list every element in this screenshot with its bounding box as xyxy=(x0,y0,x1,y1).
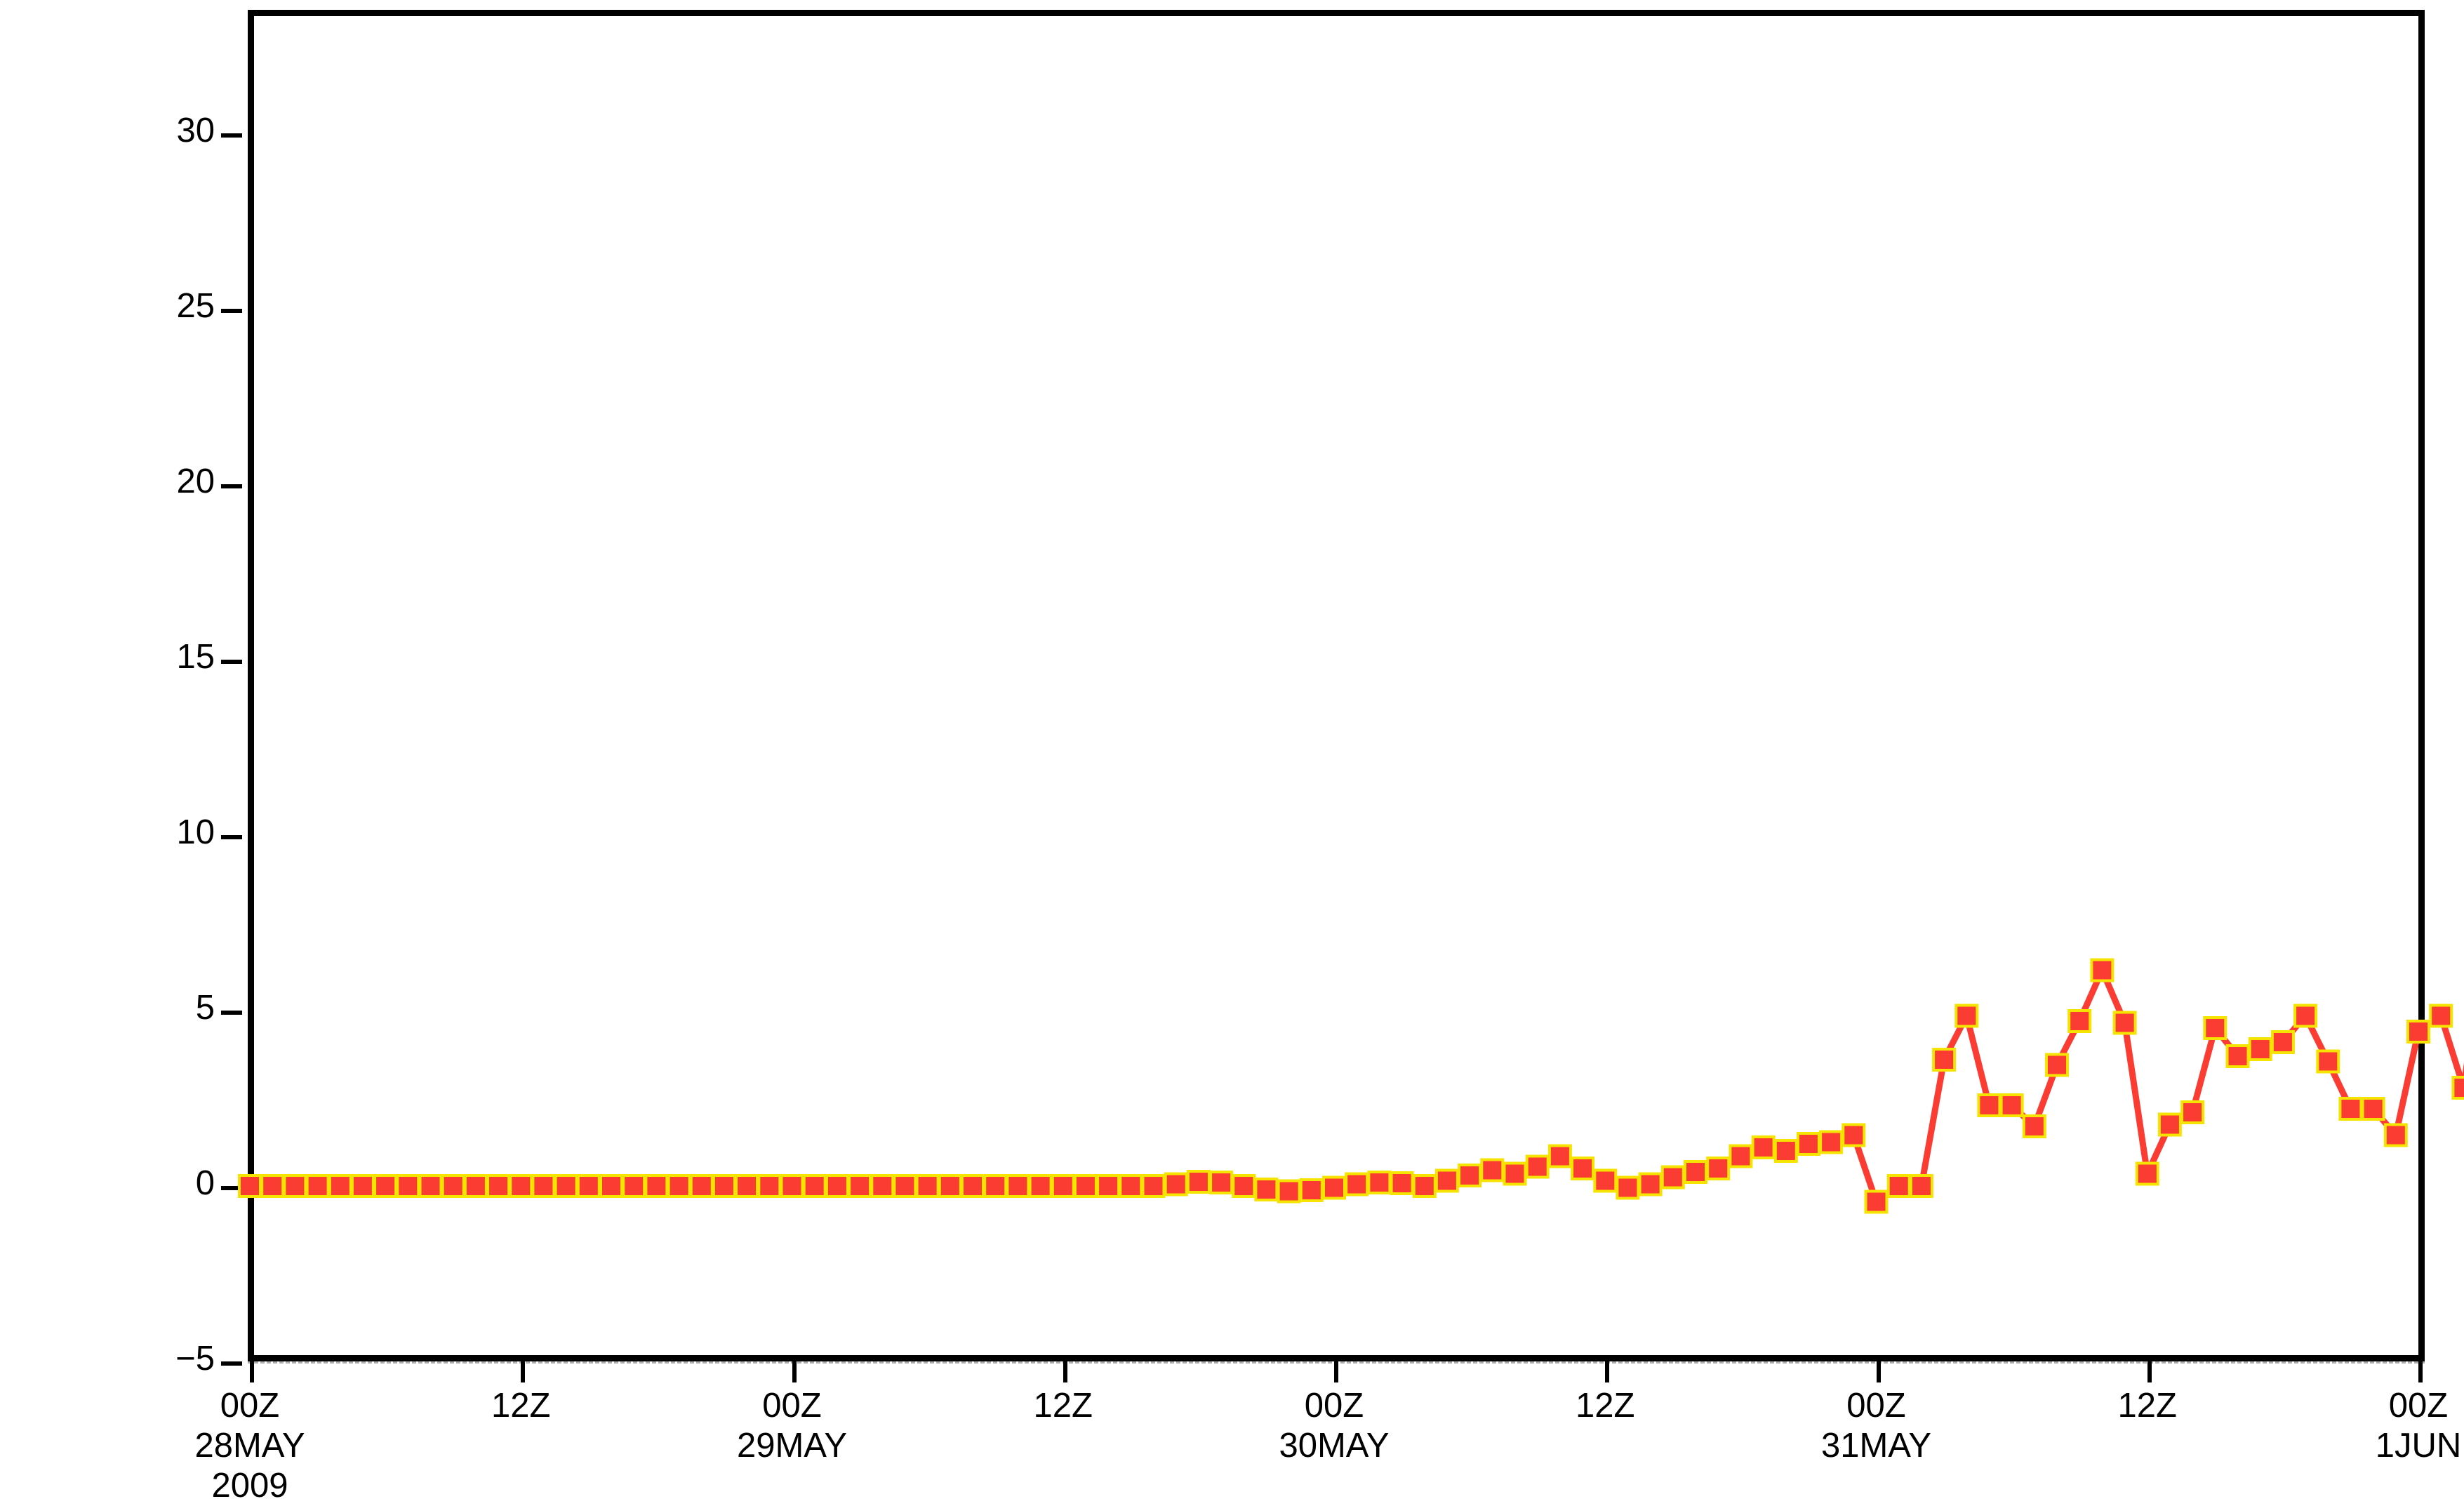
y-axis-tick xyxy=(221,660,242,664)
y-axis-tick-label: 15 xyxy=(176,638,215,676)
data-point-marker xyxy=(2429,1004,2453,1028)
x-axis-tick xyxy=(1063,1361,1067,1382)
x-tick-time: 12Z xyxy=(491,1387,551,1425)
x-axis-tick xyxy=(792,1361,797,1382)
x-tick-time: 00Z xyxy=(762,1387,822,1425)
x-axis-tick-label: 12Z xyxy=(2118,1386,2177,1426)
x-tick-time: 12Z xyxy=(1576,1387,1635,1425)
x-tick-year: 2009 xyxy=(211,1467,288,1505)
x-axis-tick-label: 00Z 31MAY xyxy=(1821,1386,1931,1466)
y-axis-tick-label: 10 xyxy=(176,813,215,851)
y-axis-tick xyxy=(221,484,242,488)
x-tick-time: 00Z xyxy=(1846,1387,1906,1425)
y-axis-tick-label: 20 xyxy=(176,462,215,500)
x-tick-time: 12Z xyxy=(1033,1387,1093,1425)
x-axis-tick xyxy=(1605,1361,1610,1382)
y-axis-tick xyxy=(221,1011,242,1015)
x-axis-tick-label: 12Z xyxy=(1576,1386,1634,1426)
x-tick-date: 1JUN xyxy=(2375,1427,2462,1465)
x-axis-tick-label: 00Z 30MAY xyxy=(1279,1386,1389,1466)
x-tick-date: 31MAY xyxy=(1820,1427,1932,1465)
y-axis-tick xyxy=(221,835,242,839)
x-tick-time: 12Z xyxy=(2117,1387,2177,1425)
x-tick-time: 00Z xyxy=(2388,1387,2449,1425)
x-axis-tick-label: 12Z xyxy=(491,1386,550,1426)
y-axis-tick xyxy=(221,1361,242,1366)
x-axis-tick-label: 12Z xyxy=(1034,1386,1093,1426)
y-axis-tick-label: 0 xyxy=(195,1164,215,1202)
y-axis-tick-label: 30 xyxy=(176,112,215,149)
y-axis-tick-label: 5 xyxy=(195,989,215,1027)
y-axis-tick-label: −5 xyxy=(175,1340,215,1378)
x-axis-tick-label: 00Z 28MAY 2009 xyxy=(194,1386,305,1506)
y-axis-tick xyxy=(221,309,242,313)
x-axis-tick xyxy=(2147,1361,2152,1382)
x-axis-tick xyxy=(1876,1361,1881,1382)
x-tick-time: 00Z xyxy=(220,1387,280,1425)
y-axis-tick-label: 25 xyxy=(176,287,215,325)
x-tick-date: 29MAY xyxy=(736,1427,848,1465)
x-axis-tick xyxy=(1334,1361,1338,1382)
x-tick-time: 00Z xyxy=(1304,1387,1364,1425)
x-tick-date: 30MAY xyxy=(1279,1427,1390,1465)
plot-frame-border xyxy=(248,10,2425,1361)
x-tick-date: 28MAY xyxy=(194,1427,305,1465)
x-axis-tick-label: 00Z 1JUN xyxy=(2376,1386,2462,1466)
y-axis-tick xyxy=(221,133,242,138)
x-axis-tick xyxy=(2418,1361,2423,1382)
x-axis-tick-label: 00Z 29MAY xyxy=(737,1386,847,1466)
y-axis-tick xyxy=(221,1186,242,1190)
x-axis-tick xyxy=(250,1361,254,1382)
x-axis-tick xyxy=(521,1361,526,1382)
data-point-marker xyxy=(2451,1076,2464,1100)
